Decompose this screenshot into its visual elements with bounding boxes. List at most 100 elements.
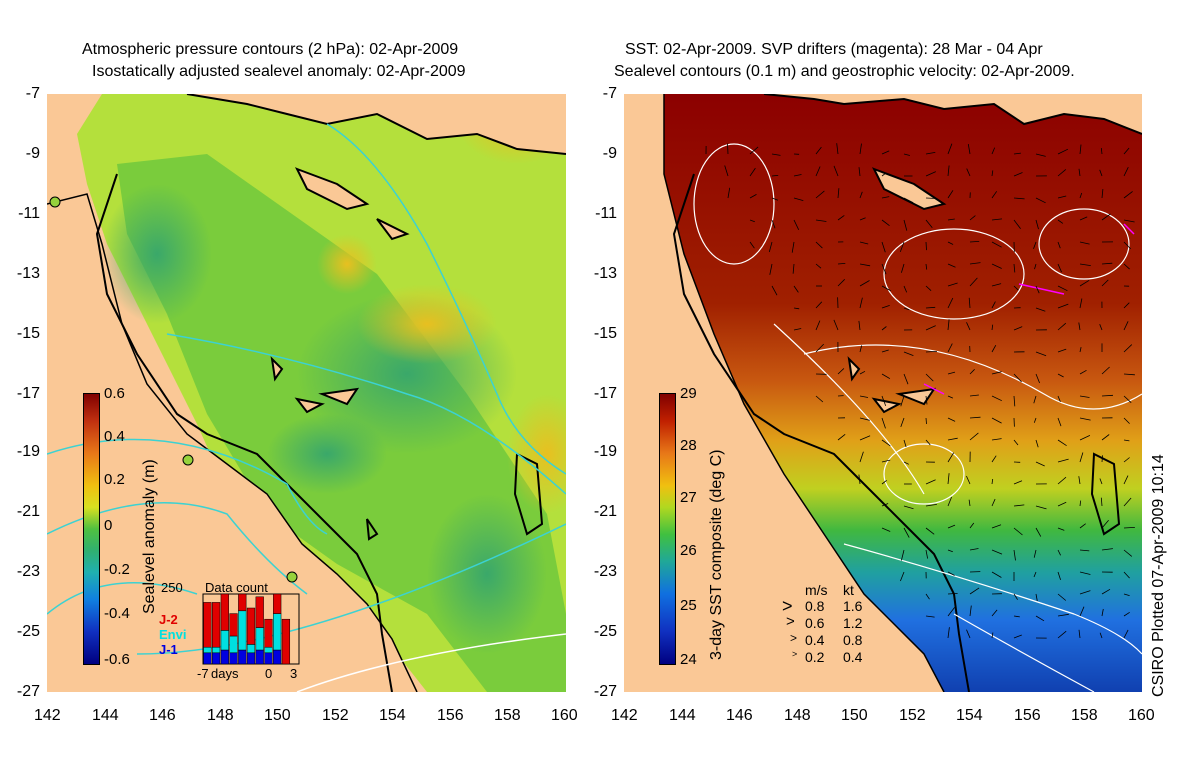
velocity-vector — [1079, 263, 1091, 266]
sealevel-map — [47, 94, 566, 692]
velocity-vector — [1013, 285, 1019, 291]
velocity-vector — [1123, 395, 1132, 403]
velocity-vector — [1099, 324, 1103, 331]
velocity-vector — [1013, 439, 1019, 446]
velocity-vector — [1035, 615, 1045, 622]
velocity-vector — [881, 219, 890, 227]
inset-bar-j-2 — [273, 593, 282, 614]
right-title-line2: Sealevel contours (0.1 m) and geostrophi… — [614, 63, 1075, 80]
sst-tick-6: 24 — [680, 651, 697, 668]
left-ytick-6: -17 — [16, 385, 40, 402]
inset-bar-j-1 — [238, 649, 247, 665]
velocity-vector — [1013, 152, 1021, 155]
velocity-vector — [903, 307, 910, 311]
velocity-vector — [947, 218, 955, 221]
right-ytick-10: -25 — [593, 623, 617, 640]
sst-tick-2: 28 — [680, 437, 697, 454]
velocity-vector — [1123, 191, 1133, 199]
velocity-vector — [1033, 395, 1037, 404]
right-ytick-9: -23 — [593, 563, 617, 580]
velocity-vector — [749, 241, 755, 249]
velocity-vector — [1013, 395, 1016, 407]
velocity-vector — [1078, 322, 1081, 331]
right-ytick-1: -7 — [602, 85, 617, 102]
australia-land-right — [624, 94, 944, 692]
velocity-arrow-2: > — [786, 613, 795, 630]
velocity-vector — [859, 370, 866, 375]
velocity-vector — [1035, 219, 1039, 230]
velocity-vector — [966, 629, 971, 639]
right-ytick-6: -17 — [593, 385, 617, 402]
velocity-vector — [991, 241, 1002, 248]
velocity-vector — [1057, 395, 1061, 402]
velocity-vector — [1123, 497, 1132, 507]
right-xtick-3: 146 — [726, 707, 753, 724]
velocity-vector — [925, 152, 936, 155]
velocity-vector — [1057, 169, 1067, 177]
inset-xlabel: days — [211, 666, 239, 681]
velocity-vector — [791, 241, 795, 253]
sealevel-tick-5: -0.2 — [104, 561, 130, 578]
velocity-vector — [1079, 347, 1082, 353]
velocity-vector — [991, 498, 996, 507]
velocity-vector — [991, 283, 1002, 287]
velocity-vector — [1079, 144, 1082, 155]
velocity-vector — [1123, 344, 1133, 353]
velocity-vector — [1057, 148, 1069, 155]
velocity-vector — [899, 241, 905, 253]
data-count-ymax: 250 — [161, 580, 183, 595]
velocity-vector — [900, 417, 905, 428]
velocity-vector — [1123, 629, 1129, 639]
velocity-vector — [1079, 241, 1090, 245]
velocity-vector — [1057, 439, 1067, 447]
velocity-vector — [793, 328, 802, 331]
sealevel-tick-7: -0.6 — [104, 651, 130, 668]
left-title-line1: Atmospheric pressure contours (2 hPa): 0… — [82, 41, 459, 58]
inset-bar-j-2 — [229, 613, 238, 637]
velocity-vector — [815, 219, 827, 222]
velocity-vector — [903, 285, 908, 293]
velocity-ms-1: 0.8 — [805, 598, 825, 614]
left-xtick-10: 160 — [551, 707, 578, 724]
velocity-vector — [900, 395, 905, 407]
velocity-vector — [1035, 307, 1046, 312]
velocity-vector — [991, 345, 997, 353]
velocity-vector — [991, 170, 994, 177]
velocity-vector — [968, 297, 971, 309]
velocity-vector — [925, 417, 927, 425]
velocity-vector — [1034, 263, 1037, 270]
inset-bar-j-2 — [211, 602, 221, 648]
velocity-vector — [1079, 452, 1084, 463]
velocity-vector — [991, 371, 1002, 375]
right-ytick-8: -21 — [593, 503, 617, 520]
velocity-vector — [1101, 262, 1113, 265]
right-xtick-4: 148 — [784, 707, 811, 724]
inset-bar-j-2 — [203, 602, 212, 648]
velocity-vector — [1099, 632, 1103, 639]
velocity-vector — [1013, 527, 1023, 536]
velocity-vector — [991, 549, 1003, 555]
velocity-header-kt: kt — [843, 582, 854, 598]
left-ytick-3: -11 — [18, 205, 40, 222]
velocity-vector — [859, 143, 862, 155]
velocity-vector — [947, 452, 955, 463]
velocity-vector — [881, 349, 889, 353]
velocity-vector — [1013, 549, 1016, 561]
velocity-vector — [1123, 241, 1131, 250]
velocity-vector — [771, 285, 778, 296]
inset-bar-envi — [255, 627, 264, 651]
velocity-vector — [969, 394, 979, 397]
velocity-vector — [815, 301, 823, 309]
velocity-vector — [969, 277, 978, 287]
velocity-vector — [1035, 461, 1045, 467]
velocity-vector — [947, 627, 950, 639]
velocity-vector — [991, 632, 994, 639]
velocity-vector — [1033, 549, 1037, 558]
inset-bar-j-2 — [281, 618, 291, 665]
legend-envi: Envi — [159, 627, 187, 642]
velocity-vector — [1035, 593, 1038, 602]
sst-tick-3: 27 — [680, 489, 697, 506]
left-ytick-1: -7 — [25, 85, 40, 102]
velocity-vector — [837, 368, 845, 375]
right-ytick-5: -15 — [593, 325, 617, 342]
